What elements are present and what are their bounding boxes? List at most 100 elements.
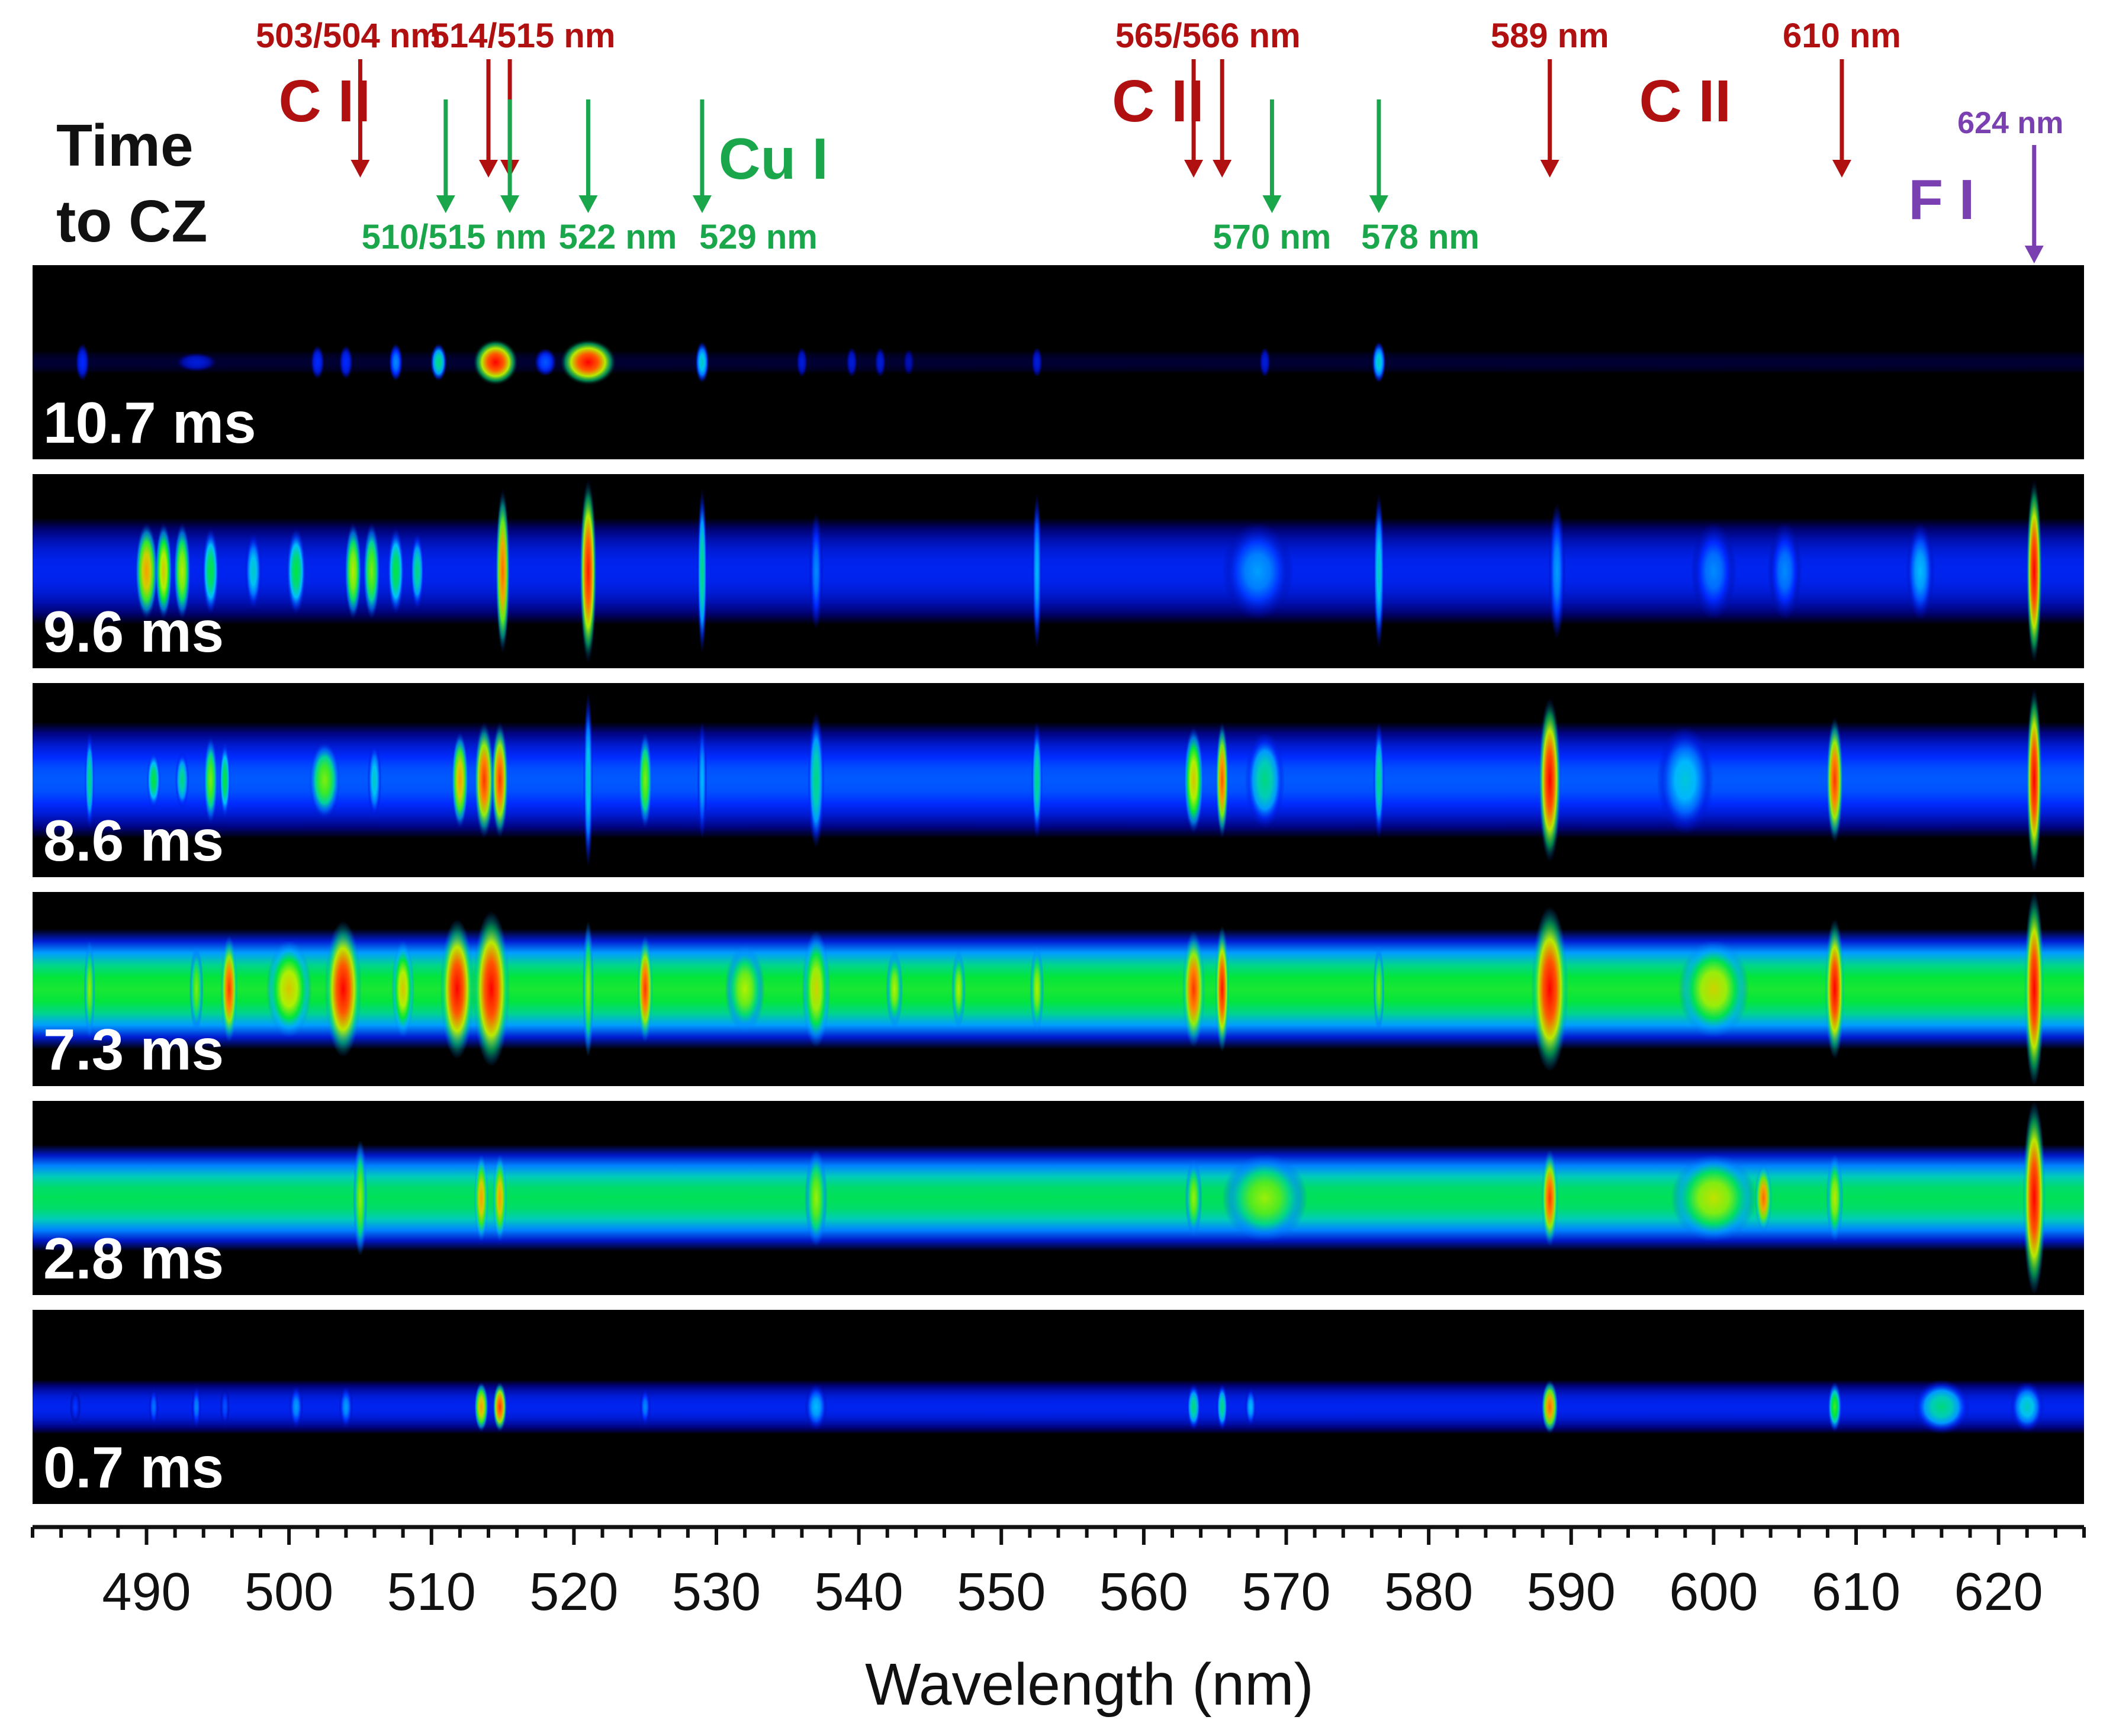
species-label: C II xyxy=(278,68,371,134)
emission-line xyxy=(339,1385,353,1429)
emission-line xyxy=(191,1385,202,1429)
emission-line xyxy=(2026,688,2043,872)
emission-line xyxy=(219,741,231,819)
emission-line xyxy=(472,911,510,1067)
emission-line xyxy=(202,527,220,615)
annotation-label: 503/504 nm xyxy=(256,17,441,55)
spectrum-panel: 8.6 ms xyxy=(33,683,2084,877)
spectrum-panel: 10.7 ms xyxy=(33,265,2084,459)
annotation-arrowhead xyxy=(2024,246,2044,263)
emission-line xyxy=(451,732,469,829)
emission-line xyxy=(559,339,617,386)
emission-line xyxy=(1826,717,1844,843)
x-tick-label: 540 xyxy=(815,1563,903,1622)
line-annotation: 610 nm xyxy=(1783,17,1901,178)
annotation-label: 522 nm xyxy=(558,218,677,256)
emission-line xyxy=(308,741,340,819)
emission-line xyxy=(175,751,189,810)
emission-line xyxy=(951,950,966,1028)
x-tick-label: 580 xyxy=(1384,1563,1473,1622)
annotation-label: 589 nm xyxy=(1491,17,1609,55)
x-tick-label: 500 xyxy=(245,1563,333,1622)
emission-line xyxy=(474,1381,488,1432)
emission-line xyxy=(1244,732,1285,829)
emission-line xyxy=(388,343,403,382)
emission-line xyxy=(189,945,204,1033)
emission-line xyxy=(84,732,95,829)
x-tick-label: 490 xyxy=(102,1563,191,1622)
emission-line xyxy=(146,751,161,810)
spectrum-panel: 9.6 ms xyxy=(33,474,2084,668)
x-tick-label: 530 xyxy=(672,1563,761,1622)
annotation-label: 565/566 nm xyxy=(1115,17,1301,55)
annotation-arrowhead xyxy=(479,160,498,178)
emission-line xyxy=(173,523,191,620)
emission-line xyxy=(1913,1380,1970,1434)
emission-line xyxy=(286,527,306,615)
x-tick-label: 510 xyxy=(387,1563,476,1622)
emission-line xyxy=(1222,523,1294,620)
emission-line xyxy=(1678,941,1750,1038)
panel-time-label: 9.6 ms xyxy=(43,599,224,664)
emission-line xyxy=(220,935,238,1043)
emission-line xyxy=(1541,1380,1559,1434)
x-tick-label: 520 xyxy=(529,1563,618,1622)
panel-time-label: 7.3 ms xyxy=(43,1017,224,1082)
emission-line xyxy=(367,741,382,819)
line-annotation: 510/515 nm xyxy=(362,99,547,256)
annotation-label: 510/515 nm xyxy=(362,218,547,256)
emission-line xyxy=(1690,523,1736,620)
emission-line xyxy=(391,941,414,1038)
emission-line xyxy=(410,532,425,610)
emission-line xyxy=(339,344,353,380)
emission-line xyxy=(310,344,325,380)
emission-line xyxy=(1031,493,1042,649)
line-annotation: 503/504 nm xyxy=(256,17,441,178)
line-annotation: 589 nm xyxy=(1491,17,1609,178)
line-annotation: 570 nm xyxy=(1213,99,1331,256)
annotation-arrowhead xyxy=(1832,160,1851,178)
panel-time-label: 8.6 ms xyxy=(43,808,224,873)
emission-line xyxy=(694,340,709,384)
emission-line xyxy=(491,722,509,839)
annotation-arrowhead xyxy=(1184,160,1204,178)
emission-line xyxy=(245,532,262,610)
emission-line xyxy=(149,1387,159,1426)
emission-line xyxy=(1671,1154,1757,1242)
annotation-arrowhead xyxy=(1262,195,1282,213)
emission-line xyxy=(639,1387,651,1426)
emission-line xyxy=(83,941,95,1038)
annotation-label: 529 nm xyxy=(699,218,818,256)
x-tick-label: 620 xyxy=(1954,1563,2043,1622)
continuum-band xyxy=(33,350,2084,374)
annotation-arrowhead xyxy=(692,195,712,213)
emission-line xyxy=(493,1381,507,1432)
emission-line xyxy=(808,712,825,848)
annotation-arrowhead xyxy=(436,195,455,213)
emission-line xyxy=(1657,726,1714,834)
species-labels: C II Cu I C II C II F I xyxy=(278,68,1974,231)
emission-line xyxy=(1373,945,1385,1033)
annotation-arrowhead xyxy=(1540,160,1559,178)
emission-line xyxy=(582,921,594,1057)
line-annotation: 514/515 nm xyxy=(430,17,615,178)
emission-line xyxy=(1373,722,1385,839)
spectra-panels: 10.7 ms 9.6 ms 8.6 ms 7.3 ms 2.8 ms 0.7 ms xyxy=(33,265,2084,1504)
annotation-arrowhead xyxy=(578,195,598,213)
emission-line xyxy=(430,343,448,382)
emission-line xyxy=(1215,722,1229,839)
emission-line xyxy=(1216,1383,1228,1431)
emission-line xyxy=(1030,945,1044,1033)
emission-line xyxy=(886,950,903,1028)
emission-line xyxy=(472,339,519,386)
x-axis: 490 500 510 520 530 540 550 560 570 580 590 600 610 6… xyxy=(31,1525,2086,1622)
continuum-band xyxy=(33,1380,2084,1434)
emission-line xyxy=(1825,919,1845,1059)
emission-line xyxy=(2009,1381,2044,1432)
line-annotation: 565/566 nm xyxy=(1115,17,1301,178)
spectrum-panel: 0.7 ms xyxy=(33,1310,2084,1504)
x-tick-label: 610 xyxy=(1812,1563,1900,1622)
continuum-band xyxy=(33,1144,2084,1252)
annotation-label: 610 nm xyxy=(1783,17,1901,55)
